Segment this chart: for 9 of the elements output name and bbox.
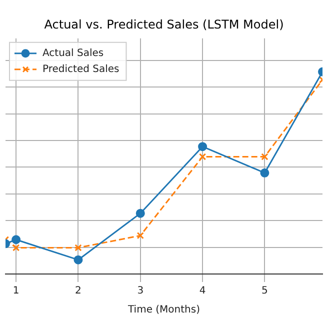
x-tick-label: 2 (75, 286, 82, 297)
x-tick-label: 4 (199, 286, 206, 297)
x-tick-label: 1 (12, 286, 20, 297)
x-axis-title: Time (Months) (126, 304, 200, 316)
legend-label: Predicted Sales (42, 64, 120, 75)
legend-label: Actual Sales (42, 48, 104, 59)
x-tick-label: 5 (262, 286, 268, 297)
x-tick-label: 3 (137, 286, 144, 297)
chart-title: Actual vs. Predicted Sales (LSTM Model) (44, 17, 284, 32)
